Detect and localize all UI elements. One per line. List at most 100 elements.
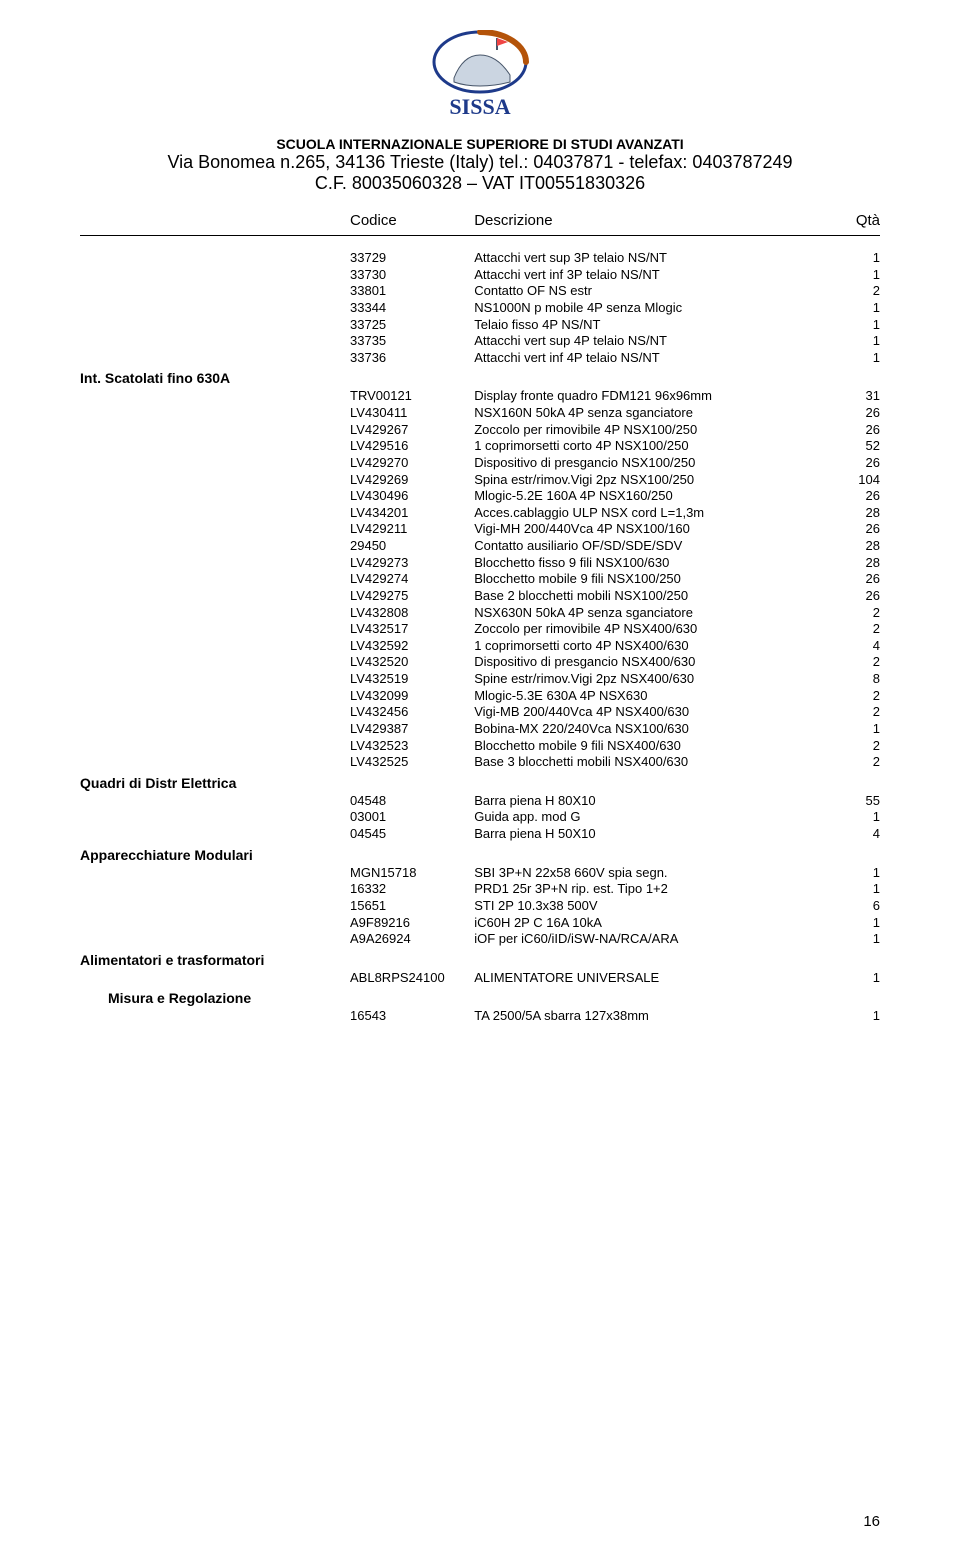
- cell-code: LV432523: [350, 738, 474, 755]
- cell-code: LV429267: [350, 422, 474, 439]
- cell-desc: SBI 3P+N 22x58 660V spia segn.: [474, 865, 847, 882]
- section-int-scatolati: Int. Scatolati fino 630A: [80, 370, 880, 386]
- cell-qty: 26: [847, 488, 880, 505]
- cell-desc: Mlogic-5.3E 630A 4P NSX630: [474, 688, 847, 705]
- cell-desc: Attacchi vert inf 4P telaio NS/NT: [474, 350, 847, 367]
- table-row: LV429387Bobina-MX 220/240Vca NSX100/6301: [350, 721, 880, 738]
- cell-code: LV432525: [350, 754, 474, 771]
- cell-desc: 1 coprimorsetti corto 4P NSX400/630: [474, 638, 847, 655]
- block-b: TRV00121Display fronte quadro FDM121 96x…: [350, 388, 880, 770]
- col-codice: Codice: [350, 212, 474, 229]
- cell-code: LV434201: [350, 505, 474, 522]
- cell-desc: Dispositivo di presgancio NSX100/250: [474, 455, 847, 472]
- cell-desc: NSX630N 50kA 4P senza sganciatore: [474, 605, 847, 622]
- cell-code: LV432808: [350, 605, 474, 622]
- cell-qty: 1: [847, 881, 880, 898]
- cell-desc: Contatto OF NS estr: [474, 283, 847, 300]
- cell-code: 33344: [350, 300, 474, 317]
- cell-code: ABL8RPS24100: [350, 970, 474, 987]
- block-a: 33729Attacchi vert sup 3P telaio NS/NT13…: [350, 250, 880, 366]
- cell-qty: 28: [847, 555, 880, 572]
- table-row: LV429211Vigi-MH 200/440Vca 4P NSX100/160…: [350, 521, 880, 538]
- cell-desc: Attacchi vert inf 3P telaio NS/NT: [474, 267, 847, 284]
- cell-desc: Mlogic-5.2E 160A 4P NSX160/250: [474, 488, 847, 505]
- cell-qty: 26: [847, 571, 880, 588]
- cell-qty: 2: [847, 688, 880, 705]
- cell-desc: Blocchetto fisso 9 fili NSX100/630: [474, 555, 847, 572]
- table-row: 33730Attacchi vert inf 3P telaio NS/NT1: [350, 267, 880, 284]
- cell-qty: 104: [847, 472, 880, 489]
- header-line-1: SCUOLA INTERNAZIONALE SUPERIORE DI STUDI…: [80, 136, 880, 152]
- block-c: 04548Barra piena H 80X105503001Guida app…: [350, 793, 880, 843]
- cell-code: LV429273: [350, 555, 474, 572]
- section-apparecchiature: Apparecchiature Modulari: [80, 847, 880, 863]
- cell-code: LV432099: [350, 688, 474, 705]
- table-row: LV432519Spine estr/rimov.Vigi 2pz NSX400…: [350, 671, 880, 688]
- table-row: LV429275Base 2 blocchetti mobili NSX100/…: [350, 588, 880, 605]
- cell-desc: Spina estr/rimov.Vigi 2pz NSX100/250: [474, 472, 847, 489]
- cell-code: 16543: [350, 1008, 474, 1025]
- cell-qty: 1: [847, 809, 880, 826]
- cell-code: LV429274: [350, 571, 474, 588]
- cell-qty: 2: [847, 738, 880, 755]
- cell-code: 33736: [350, 350, 474, 367]
- table-row: 33344NS1000N p mobile 4P senza Mlogic1: [350, 300, 880, 317]
- cell-qty: 1: [847, 300, 880, 317]
- table-row: LV429267Zoccolo per rimovibile 4P NSX100…: [350, 422, 880, 439]
- cell-qty: 2: [847, 704, 880, 721]
- cell-desc: STI 2P 10.3x38 500V: [474, 898, 847, 915]
- cell-code: LV432517: [350, 621, 474, 638]
- cell-code: MGN15718: [350, 865, 474, 882]
- cell-qty: 26: [847, 455, 880, 472]
- cell-desc: TA 2500/5A sbarra 127x38mm: [474, 1008, 847, 1025]
- section-alimentatori: Alimentatori e trasformatori: [80, 952, 880, 968]
- cell-desc: Base 3 blocchetti mobili NSX400/630: [474, 754, 847, 771]
- cell-desc: Bobina-MX 220/240Vca NSX100/630: [474, 721, 847, 738]
- cell-code: LV430496: [350, 488, 474, 505]
- cell-desc: Attacchi vert sup 4P telaio NS/NT: [474, 333, 847, 350]
- cell-qty: 1: [847, 267, 880, 284]
- logo: SISSA: [80, 30, 880, 130]
- cell-code: 16332: [350, 881, 474, 898]
- table-row: LV430496Mlogic-5.2E 160A 4P NSX160/25026: [350, 488, 880, 505]
- cell-desc: NSX160N 50kA 4P senza sganciatore: [474, 405, 847, 422]
- table-row: 33735Attacchi vert sup 4P telaio NS/NT1: [350, 333, 880, 350]
- cell-code: 33801: [350, 283, 474, 300]
- cell-qty: 6: [847, 898, 880, 915]
- cell-qty: 26: [847, 405, 880, 422]
- table-row: LV432525Base 3 blocchetti mobili NSX400/…: [350, 754, 880, 771]
- table-row: 03001Guida app. mod G1: [350, 809, 880, 826]
- table-row: 04545Barra piena H 50X104: [350, 826, 880, 843]
- cell-desc: Zoccolo per rimovibile 4P NSX100/250: [474, 422, 847, 439]
- cell-qty: 1: [847, 915, 880, 932]
- table-row: LV432456Vigi-MB 200/440Vca 4P NSX400/630…: [350, 704, 880, 721]
- cell-code: 04545: [350, 826, 474, 843]
- sissa-logo-icon: SISSA: [425, 30, 535, 125]
- cell-code: 04548: [350, 793, 474, 810]
- cell-desc: PRD1 25r 3P+N rip. est. Tipo 1+2: [474, 881, 847, 898]
- cell-qty: 8: [847, 671, 880, 688]
- col-descrizione: Descrizione: [474, 212, 722, 229]
- table-row: LV429274Blocchetto mobile 9 fili NSX100/…: [350, 571, 880, 588]
- block-f: 16543TA 2500/5A sbarra 127x38mm1: [350, 1008, 880, 1025]
- table-row: 33725Telaio fisso 4P NS/NT1: [350, 317, 880, 334]
- header-line-3: C.F. 80035060328 – VAT IT00551830326: [80, 173, 880, 194]
- table-row: MGN15718SBI 3P+N 22x58 660V spia segn.1: [350, 865, 880, 882]
- table-row: 29450Contatto ausiliario OF/SD/SDE/SDV28: [350, 538, 880, 555]
- cell-desc: Barra piena H 50X10: [474, 826, 847, 843]
- table-row: LV432520Dispositivo di presgancio NSX400…: [350, 654, 880, 671]
- cell-desc: Barra piena H 80X10: [474, 793, 847, 810]
- cell-qty: 26: [847, 422, 880, 439]
- cell-code: LV429270: [350, 455, 474, 472]
- table-row: LV434201Acces.cablaggio ULP NSX cord L=1…: [350, 505, 880, 522]
- table-row: 33736Attacchi vert inf 4P telaio NS/NT1: [350, 350, 880, 367]
- table-row: A9A26924iOF per iC60/iID/iSW-NA/RCA/ARA1: [350, 931, 880, 948]
- cell-desc: Dispositivo di presgancio NSX400/630: [474, 654, 847, 671]
- cell-desc: ALIMENTATORE UNIVERSALE: [474, 970, 847, 987]
- cell-desc: Telaio fisso 4P NS/NT: [474, 317, 847, 334]
- cell-desc: Attacchi vert sup 3P telaio NS/NT: [474, 250, 847, 267]
- cell-desc: Vigi-MB 200/440Vca 4P NSX400/630: [474, 704, 847, 721]
- cell-desc: Zoccolo per rimovibile 4P NSX400/630: [474, 621, 847, 638]
- cell-qty: 26: [847, 588, 880, 605]
- table-row: 16543TA 2500/5A sbarra 127x38mm1: [350, 1008, 880, 1025]
